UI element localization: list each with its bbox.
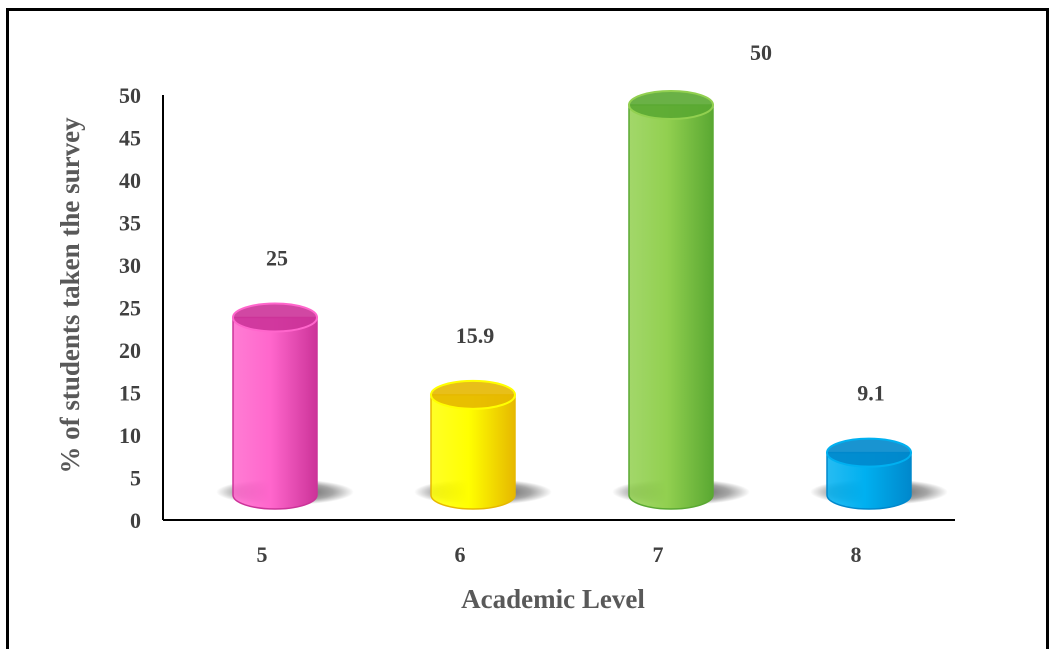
x-tick-label: 7: [653, 542, 664, 567]
y-tick-labels: 0 5 10 15 20 25 30 35 40 45 50: [119, 83, 141, 533]
bar: [826, 451, 912, 510]
bar-top: [826, 437, 912, 468]
bar-top: [232, 302, 318, 333]
bar-top: [628, 90, 714, 120]
y-tick-label: 40: [119, 168, 141, 193]
y-axis-title: % of students taken the survey: [55, 117, 85, 474]
x-tick-label: 5: [257, 542, 268, 567]
y-tick-label: 15: [119, 381, 141, 406]
data-label: 15.9: [456, 323, 495, 348]
y-tick-label: 20: [119, 338, 141, 363]
data-label: 9.1: [857, 381, 885, 406]
y-tick-label: 35: [119, 211, 141, 236]
y-tick-label: 45: [119, 126, 141, 151]
y-tick-label: 25: [119, 296, 141, 321]
x-tick-labels: 5 6 7 8: [257, 542, 862, 567]
y-tick-label: 10: [119, 423, 141, 448]
bars: [232, 90, 912, 510]
x-axis-title: Academic Level: [461, 584, 645, 614]
chart-frame: [6, 8, 1049, 649]
y-tick-label: 30: [119, 253, 141, 278]
y-tick-label: 5: [130, 466, 141, 491]
data-label: 25: [266, 246, 288, 271]
y-tick-label: 50: [119, 83, 141, 108]
bar: [430, 394, 516, 510]
bar-top: [430, 379, 516, 410]
data-labels: 25 15.9 50 9.1: [266, 40, 885, 406]
x-tick-label: 6: [455, 542, 466, 567]
data-label: 50: [750, 40, 772, 65]
bar: [232, 316, 318, 510]
bar: [628, 104, 714, 510]
y-tick-label: 0: [130, 508, 141, 533]
x-tick-label: 8: [851, 542, 862, 567]
axes: [162, 95, 955, 521]
